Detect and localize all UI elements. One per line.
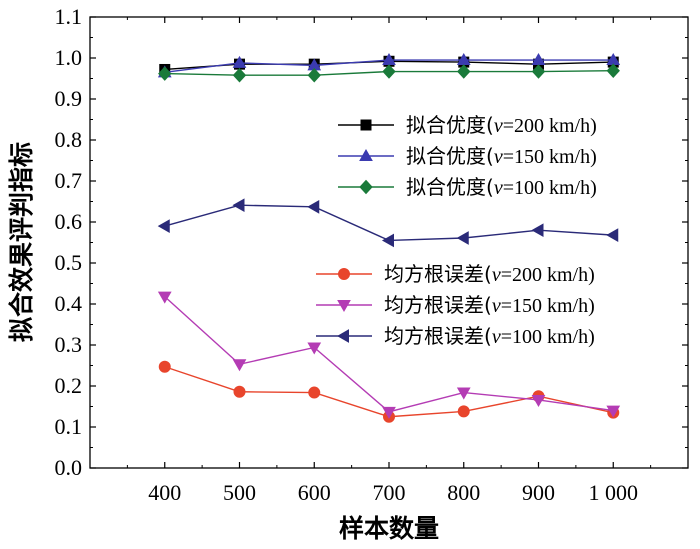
data-point bbox=[307, 342, 322, 355]
y-tick-label: 0.1 bbox=[55, 414, 83, 439]
data-point bbox=[307, 199, 320, 214]
x-tick-label: 700 bbox=[373, 480, 406, 505]
legend-marker bbox=[360, 119, 372, 131]
legend-item: 拟合优度(v=200 km/h) bbox=[338, 113, 597, 137]
x-tick-label: 600 bbox=[298, 480, 331, 505]
data-point bbox=[158, 66, 172, 81]
x-tick-label: 1 000 bbox=[589, 480, 639, 505]
legend-marker bbox=[359, 179, 373, 195]
data-point bbox=[456, 387, 471, 400]
y-axis: 0.0 0.1 0.2 0.3 0.4 0.5 0.6 0.7 0.8 0.9 1.0 1.1 bbox=[55, 4, 688, 480]
legend-marker bbox=[359, 148, 373, 161]
legend: 拟合优度(v=200 km/h) 拟合优度(v=150 km/h) 拟合优度(v=1… bbox=[316, 113, 597, 348]
legend-label: 拟合优度(v=150 km/h) bbox=[406, 144, 597, 168]
data-point bbox=[158, 360, 171, 373]
y-tick-label: 0.0 bbox=[55, 455, 83, 480]
data-point bbox=[382, 406, 396, 419]
legend-marker bbox=[338, 268, 350, 280]
x-tick-label: 900 bbox=[522, 480, 555, 505]
series-6 bbox=[157, 198, 619, 248]
legend-item: 拟合优度(v=150 km/h) bbox=[338, 144, 597, 168]
data-point bbox=[233, 385, 246, 398]
y-tick-label: 0.3 bbox=[55, 332, 83, 357]
series-5 bbox=[157, 291, 621, 419]
series-line bbox=[164, 204, 614, 242]
data-point bbox=[232, 55, 247, 68]
data-point bbox=[457, 64, 471, 79]
legend-item: 拟合优度(v=100 km/h) bbox=[338, 175, 597, 199]
y-tick-label: 0.4 bbox=[55, 291, 83, 316]
y-tick-label: 0.6 bbox=[55, 209, 83, 234]
legend-item: 均方根误差(v=100 km/h) bbox=[316, 324, 595, 348]
legend-label: 均方根误差(v=200 km/h) bbox=[384, 262, 595, 286]
data-point bbox=[382, 64, 396, 79]
legend-label: 拟合优度(v=200 km/h) bbox=[406, 113, 597, 137]
y-tick-label: 0.9 bbox=[55, 86, 83, 111]
legend-label: 均方根误差(v=150 km/h) bbox=[384, 293, 595, 317]
legend-marker bbox=[336, 329, 349, 343]
series-layer bbox=[157, 53, 621, 423]
data-point bbox=[307, 67, 321, 83]
data-point bbox=[606, 405, 621, 418]
x-axis-title: 样本数量 bbox=[339, 514, 439, 543]
data-point bbox=[531, 394, 546, 407]
legend-label: 均方根误差(v=100 km/h) bbox=[384, 324, 595, 348]
data-point bbox=[157, 219, 170, 233]
data-point bbox=[456, 231, 469, 245]
y-tick-label: 0.5 bbox=[55, 250, 83, 275]
x-tick-label: 400 bbox=[148, 480, 181, 505]
x-axis: 400 500 600 700 800 900 1 000 bbox=[126, 17, 652, 505]
legend-marker bbox=[337, 300, 351, 313]
legend-label: 拟合优度(v=100 km/h) bbox=[406, 175, 597, 199]
data-point bbox=[232, 359, 247, 372]
data-point bbox=[531, 64, 546, 79]
data-point bbox=[157, 291, 172, 304]
y-tick-label: 0.8 bbox=[55, 127, 83, 152]
data-point bbox=[232, 67, 247, 83]
data-point bbox=[531, 223, 544, 238]
y-tick-label: 0.2 bbox=[55, 373, 83, 398]
x-tick-label: 500 bbox=[223, 480, 256, 505]
data-point bbox=[308, 386, 321, 399]
series-3 bbox=[158, 63, 620, 83]
data-point bbox=[232, 198, 245, 213]
data-point bbox=[381, 233, 394, 248]
y-tick-label: 1.1 bbox=[55, 4, 83, 29]
legend-item: 均方根误差(v=200 km/h) bbox=[316, 262, 595, 286]
y-tick-label: 0.7 bbox=[55, 168, 83, 193]
legend-item: 均方根误差(v=150 km/h) bbox=[316, 293, 595, 317]
y-axis-title: 拟合效果评判指标 bbox=[7, 142, 36, 342]
data-point bbox=[457, 405, 470, 418]
data-point bbox=[606, 63, 620, 78]
x-tick-label: 800 bbox=[447, 480, 480, 505]
y-tick-label: 1.0 bbox=[55, 45, 83, 70]
data-point bbox=[606, 228, 619, 242]
